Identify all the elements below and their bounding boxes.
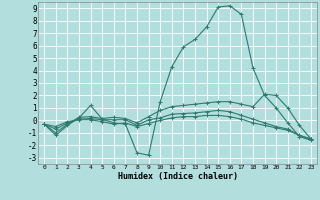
X-axis label: Humidex (Indice chaleur): Humidex (Indice chaleur) <box>118 172 238 181</box>
